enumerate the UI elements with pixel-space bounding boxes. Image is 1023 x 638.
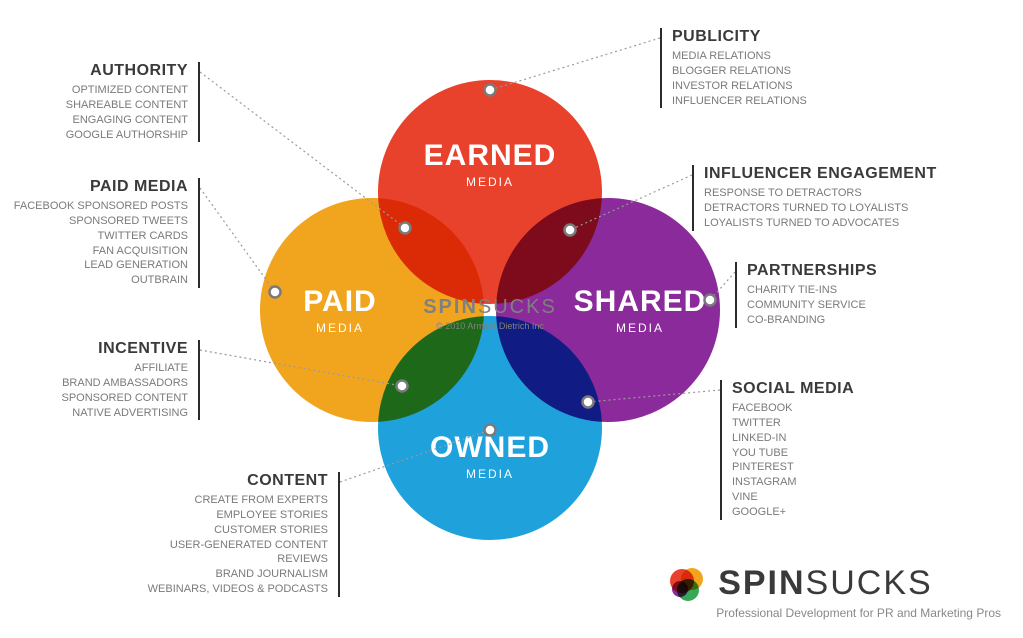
callout-paidmedia-heading: PAID MEDIA: [14, 178, 188, 196]
circle-earned-title: EARNED: [424, 139, 557, 173]
callout-paidmedia-items: FACEBOOK SPONSORED POSTSSPONSORED TWEETS…: [14, 199, 188, 288]
callout-item: USER-GENERATED CONTENT: [148, 538, 328, 553]
callout-item: PINTEREST: [732, 460, 854, 475]
callout-content: CONTENT CREATE FROM EXPERTSEMPLOYEE STORI…: [148, 472, 340, 597]
callout-item: SHAREABLE CONTENT: [66, 98, 188, 113]
callout-item: GOOGLE AUTHORSHIP: [66, 128, 188, 143]
callout-incentive-heading: INCENTIVE: [61, 340, 188, 358]
callout-publicity-heading: PUBLICITY: [672, 28, 807, 46]
callout-item: LEAD GENERATION: [14, 258, 188, 273]
callout-item: CHARITY TIE-INS: [747, 283, 877, 298]
callout-content-heading: CONTENT: [148, 472, 328, 490]
callout-item: EMPLOYEE STORIES: [148, 508, 328, 523]
callout-item: BRAND AMBASSADORS: [61, 376, 188, 391]
callout-publicity: PUBLICITY MEDIA RELATIONSBLOGGER RELATION…: [660, 28, 807, 108]
callout-item: YOU TUBE: [732, 446, 854, 461]
callout-content-items: CREATE FROM EXPERTSEMPLOYEE STORIESCUSTO…: [148, 493, 328, 597]
callout-item: INFLUENCER RELATIONS: [672, 94, 807, 109]
circle-shared-sub: MEDIA: [616, 321, 664, 335]
callout-item: WEBINARS, VIDEOS & PODCASTS: [148, 582, 328, 597]
callout-partnerships: PARTNERSHIPS CHARITY TIE-INSCOMMUNITY SER…: [735, 262, 877, 328]
callout-item: BRAND JOURNALISM: [148, 567, 328, 582]
callout-publicity-items: MEDIA RELATIONSBLOGGER RELATIONSINVESTOR…: [672, 49, 807, 108]
callout-item: LINKED-IN: [732, 431, 854, 446]
callout-item: SPONSORED CONTENT: [61, 391, 188, 406]
callout-item: INSTAGRAM: [732, 475, 854, 490]
brand-logo: SPINSUCKS Professional Development for P…: [666, 562, 1001, 620]
callout-social: SOCIAL MEDIA FACEBOOKTWITTERLINKED-INYOU …: [720, 380, 854, 520]
callout-item: NATIVE ADVERTISING: [61, 406, 188, 421]
callout-item: LOYALISTS TURNED TO ADVOCATES: [704, 216, 937, 231]
callout-item: SPONSORED TWEETS: [14, 214, 188, 229]
callout-item: VINE: [732, 490, 854, 505]
circle-owned-title: OWNED: [430, 431, 550, 465]
logo-tagline: Professional Development for PR and Mark…: [716, 606, 1001, 620]
callout-item: GOOGLE+: [732, 505, 854, 520]
callout-authority-items: OPTIMIZED CONTENTSHAREABLE CONTENTENGAGI…: [66, 83, 188, 142]
callout-partnerships-heading: PARTNERSHIPS: [747, 262, 877, 280]
callout-authority-heading: AUTHORITY: [66, 62, 188, 80]
callout-influencer-items: RESPONSE TO DETRACTORSDETRACTORS TURNED …: [704, 186, 937, 231]
logo-wordmark: SPINSUCKS: [718, 564, 933, 603]
callout-incentive-items: AFFILIATEBRAND AMBASSADORSSPONSORED CONT…: [61, 361, 188, 420]
circle-earned-sub: MEDIA: [466, 175, 514, 189]
callout-influencer: INFLUENCER ENGAGEMENT RESPONSE TO DETRACT…: [692, 165, 937, 231]
callout-item: BLOGGER RELATIONS: [672, 64, 807, 79]
circle-shared-title: SHARED: [574, 285, 707, 319]
callout-influencer-heading: INFLUENCER ENGAGEMENT: [704, 165, 937, 183]
callout-item: CREATE FROM EXPERTS: [148, 493, 328, 508]
callout-item: INVESTOR RELATIONS: [672, 79, 807, 94]
callout-item: AFFILIATE: [61, 361, 188, 376]
logo-mark-icon: [666, 562, 708, 604]
callout-item: OUTBRAIN: [14, 273, 188, 288]
callout-item: COMMUNITY SERVICE: [747, 298, 877, 313]
callout-item: FAN ACQUISITION: [14, 244, 188, 259]
callout-partnerships-items: CHARITY TIE-INSCOMMUNITY SERVICECO-BRAND…: [747, 283, 877, 328]
callout-item: RESPONSE TO DETRACTORS: [704, 186, 937, 201]
callout-item: FACEBOOK SPONSORED POSTS: [14, 199, 188, 214]
callout-social-items: FACEBOOKTWITTERLINKED-INYOU TUBEPINTERES…: [732, 401, 854, 520]
callout-item: ENGAGING CONTENT: [66, 113, 188, 128]
callout-item: TWITTER CARDS: [14, 229, 188, 244]
callout-authority: AUTHORITY OPTIMIZED CONTENTSHAREABLE CONT…: [66, 62, 200, 142]
callout-social-heading: SOCIAL MEDIA: [732, 380, 854, 398]
circle-paid-title: PAID: [303, 285, 376, 319]
callout-item: CUSTOMER STORIES: [148, 523, 328, 538]
circle-paid: PAID MEDIA: [260, 198, 484, 422]
callout-item: OPTIMIZED CONTENT: [66, 83, 188, 98]
callout-item: REVIEWS: [148, 552, 328, 567]
callout-item: FACEBOOK: [732, 401, 854, 416]
circle-paid-sub: MEDIA: [316, 321, 364, 335]
callout-incentive: INCENTIVE AFFILIATEBRAND AMBASSADORSSPONS…: [61, 340, 200, 420]
callout-item: TWITTER: [732, 416, 854, 431]
callout-paidmedia: PAID MEDIA FACEBOOK SPONSORED POSTSSPONSO…: [14, 178, 200, 288]
callout-item: DETRACTORS TURNED TO LOYALISTS: [704, 201, 937, 216]
peso-venn-diagram: EARNED MEDIA SHARED MEDIA OWNED MEDIA PA…: [0, 0, 1023, 638]
callout-item: MEDIA RELATIONS: [672, 49, 807, 64]
circle-owned-sub: MEDIA: [466, 467, 514, 481]
callout-item: CO-BRANDING: [747, 313, 877, 328]
